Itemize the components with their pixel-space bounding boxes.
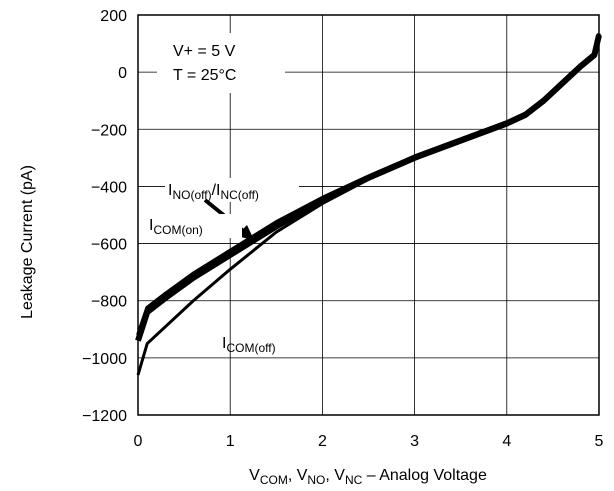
y-tick-label: −800: [91, 294, 127, 311]
series-lines: [135, 33, 602, 376]
conditions-box: [157, 33, 285, 93]
y-axis-label: Leakage Current (pA): [19, 165, 36, 319]
x-tick-label: 2: [318, 433, 327, 450]
label-ino-inc-off: INO(off)/INC(off): [168, 182, 259, 202]
x-tick-label: 1: [226, 433, 235, 450]
y-tick-label: −400: [91, 179, 127, 196]
y-tick-label: −600: [91, 237, 127, 254]
condition-temperature: T = 25°C: [173, 67, 236, 84]
label-icom-on: ICOM(on): [149, 217, 203, 237]
condition-voltage: V+ = 5 V: [173, 43, 236, 60]
x-tick-label: 3: [410, 433, 419, 450]
label-icom-off: ICOM(off): [222, 335, 276, 355]
y-tick-label: 200: [100, 8, 127, 25]
y-tick-label: −200: [91, 122, 127, 139]
x-tick-labels: 0 1 2 3 4 5: [134, 433, 604, 450]
label-bg-no-nc: [165, 178, 299, 202]
y-tick-label: −1000: [82, 351, 127, 368]
y-tick-label: −1200: [82, 408, 127, 425]
x-axis-label: VCOM, VNO, VNC – Analog Voltage: [249, 467, 487, 487]
x-tick-label: 0: [134, 433, 143, 450]
series-icom-off: [136, 34, 601, 376]
plot-frame: [137, 14, 600, 416]
x-tick-label: 5: [595, 433, 604, 450]
y-tick-label: 0: [118, 65, 127, 82]
x-tick-label: 4: [502, 433, 511, 450]
y-tick-labels: 200 0 −200 −400 −600 −800 −1000 −1200: [82, 8, 127, 425]
label-bg-com-on: [146, 214, 242, 238]
